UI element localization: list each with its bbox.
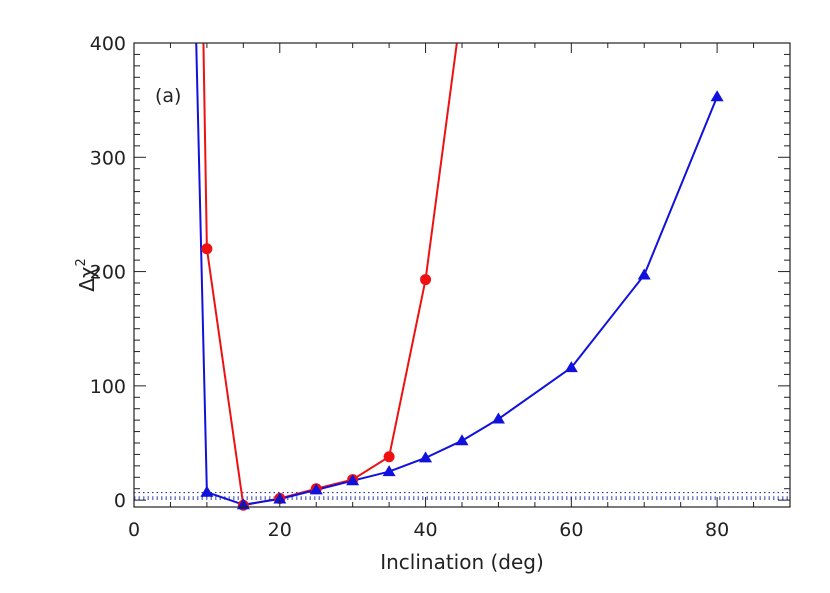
series-1-point xyxy=(564,361,578,373)
axis-ticks xyxy=(133,42,791,507)
y-tick-label: 100 xyxy=(90,376,126,398)
y-tick-label: 0 xyxy=(114,490,126,512)
x-tick-label: 80 xyxy=(705,519,729,541)
series-1-point xyxy=(419,451,433,463)
y-tick-label: 300 xyxy=(90,147,126,169)
y-axis-label-sup: 2 xyxy=(74,258,89,266)
y-axis-label: Δχ2 xyxy=(74,258,99,292)
series-1-point xyxy=(455,434,469,446)
series-line-0 xyxy=(202,43,458,507)
y-tick-label: 200 xyxy=(90,262,126,284)
series-1-point xyxy=(309,483,323,495)
series-0-point xyxy=(383,451,395,463)
panel-label: (a) xyxy=(155,85,181,107)
x-tick-label: 60 xyxy=(559,519,583,541)
reference-lines xyxy=(134,491,790,500)
series-1-point xyxy=(637,268,651,280)
x-tick-label: 0 xyxy=(128,519,140,541)
x-axis-label: Inclination (deg) xyxy=(380,550,544,574)
y-axis-label-base: Δχ xyxy=(75,267,99,292)
y-axis-label-group: Δχ2 xyxy=(74,258,99,292)
y-tick-label: 400 xyxy=(90,33,126,55)
markers-layer xyxy=(200,90,724,511)
series-0-point xyxy=(420,274,432,286)
series-line-1 xyxy=(195,43,719,506)
series-layer xyxy=(195,43,719,507)
tick-labels: 0 20 40 60 80 0 100 200 300 400 xyxy=(90,33,729,541)
series-1-point xyxy=(200,485,214,497)
series-1-point xyxy=(710,90,724,102)
series-1-point xyxy=(382,465,396,477)
series-1-point xyxy=(346,474,360,486)
x-tick-label: 20 xyxy=(268,519,292,541)
series-0-point xyxy=(201,243,213,255)
series-1-point xyxy=(491,412,505,424)
x-tick-label: 40 xyxy=(413,519,437,541)
